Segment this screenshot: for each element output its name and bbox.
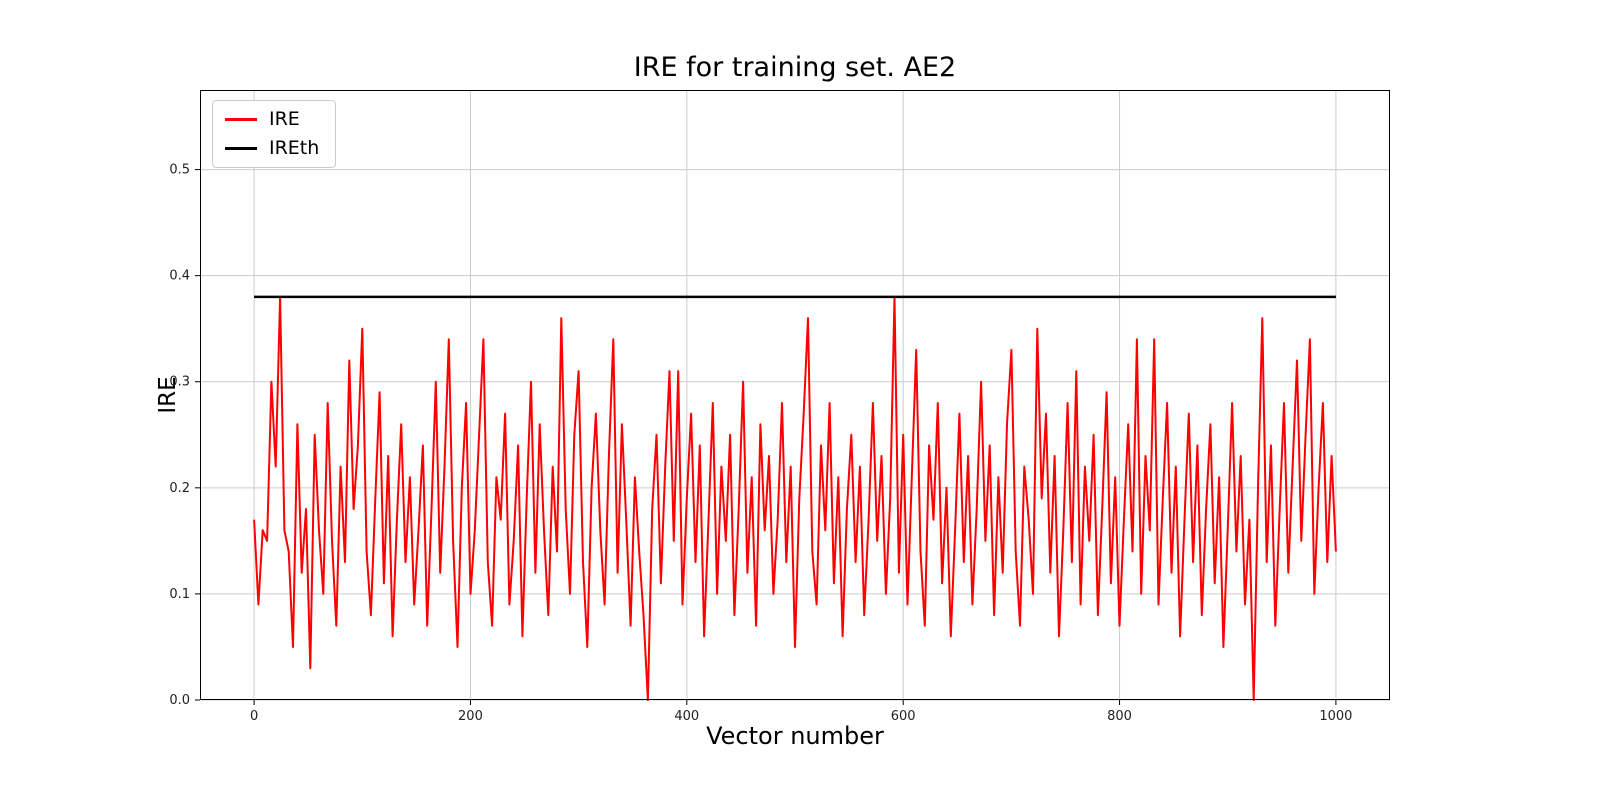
legend-label-ireth: IREth	[269, 137, 320, 159]
legend-entry-ire: IRE	[225, 110, 319, 129]
ire-line	[253, 295, 1337, 701]
y-tick-label: 0.1	[169, 587, 190, 602]
y-tick-label: 0.4	[169, 269, 190, 284]
x-tick-label: 1000	[1319, 709, 1352, 724]
chart-title: IRE for training set. AE2	[633, 52, 957, 83]
y-axis-label: IRE	[155, 376, 181, 414]
legend-entry-ireth: IREth	[225, 139, 319, 158]
plot-area: 0 200 400 600 800 1000 0.0 0.1 0.2 0.3 0.4 0.5	[169, 90, 1390, 724]
x-axis-label: Vector number	[706, 722, 884, 750]
legend-label-ire: IRE	[269, 108, 300, 130]
legend-swatch-ire	[225, 118, 257, 121]
y-tick-label: 0.5	[169, 163, 190, 178]
x-tick-label: 0	[250, 709, 258, 724]
x-tick-label: 400	[674, 709, 699, 724]
legend-swatch-ireth	[225, 147, 257, 150]
y-tick-label: 0.0	[169, 693, 190, 708]
x-tick-label: 800	[1107, 709, 1132, 724]
y-tick-label: 0.2	[169, 481, 190, 496]
axes-border	[200, 90, 1390, 700]
x-tick-label: 200	[458, 709, 483, 724]
x-tick-label: 600	[891, 709, 916, 724]
y-tick-label: 0.3	[169, 375, 190, 390]
legend: IRE IREth	[212, 100, 337, 168]
plot-container: 0 200 400 600 800 1000 0.0 0.1 0.2 0.3 0.4 0.5 IRE …	[169, 90, 1390, 724]
